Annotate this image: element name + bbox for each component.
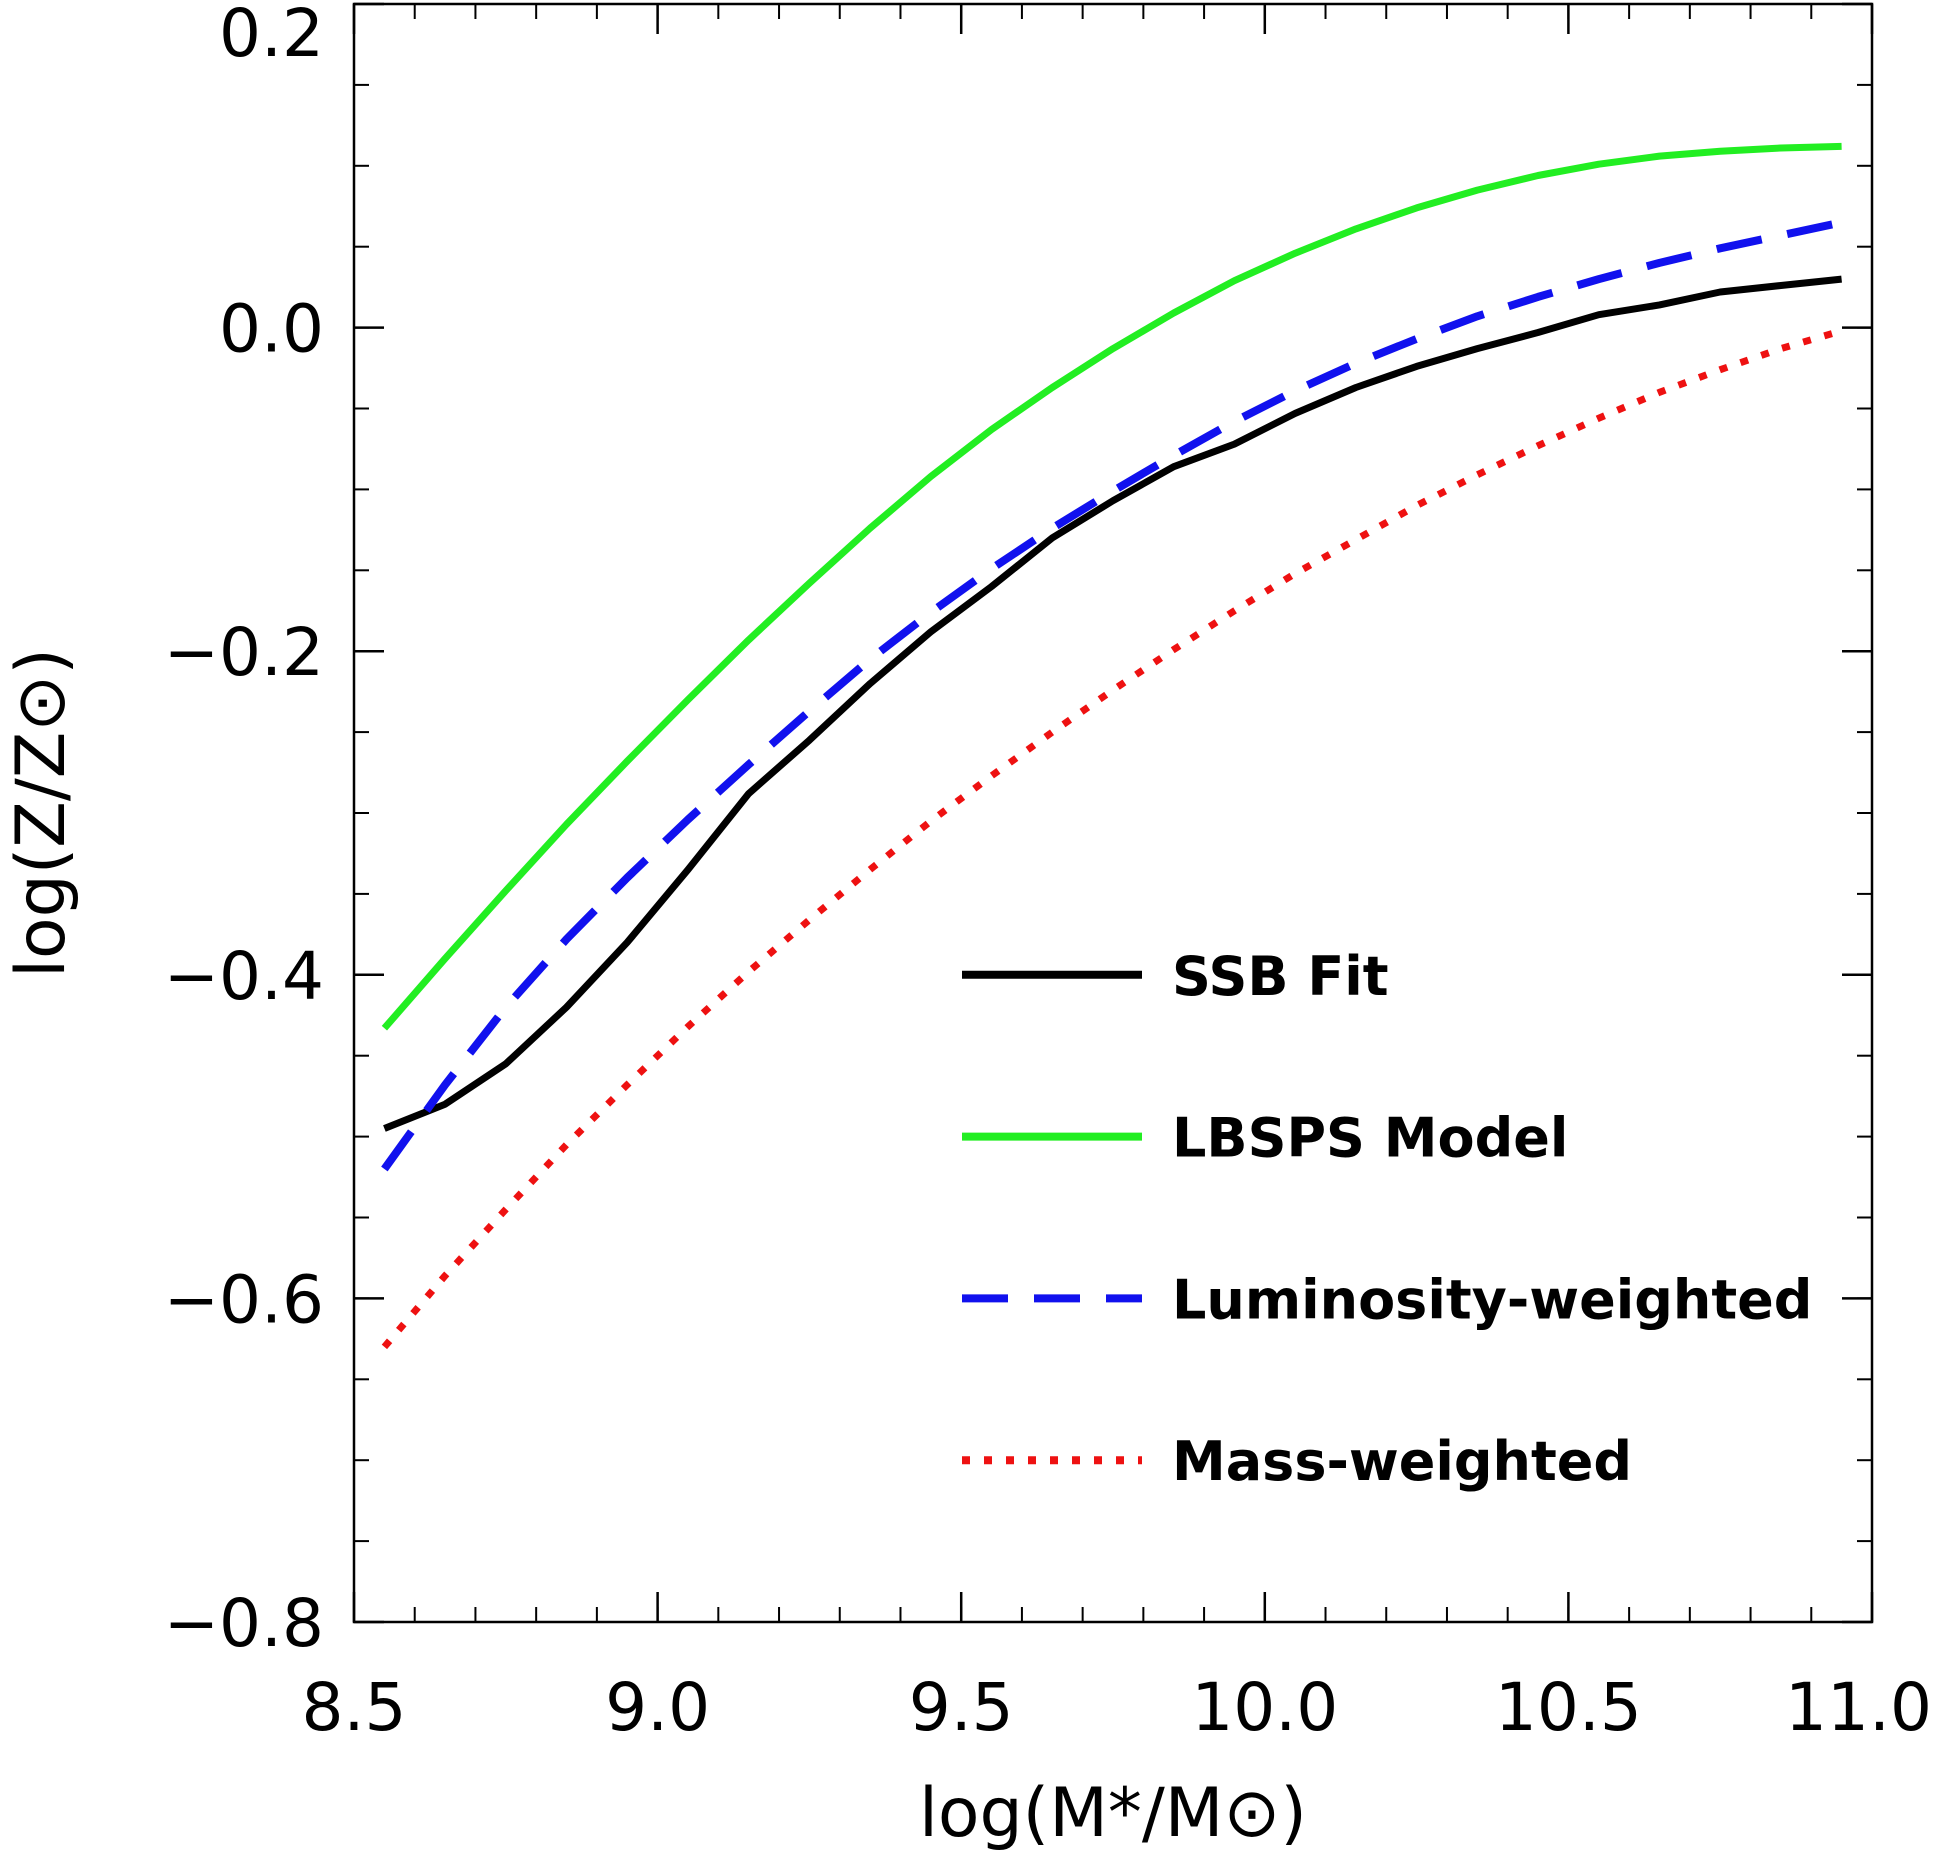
x-axis-label: log(M*/M⊙) [919,1774,1307,1853]
legend-label: LBSPS Model [1172,1107,1568,1170]
x-tick-label: 10.5 [1495,1669,1642,1746]
x-tick-labels: 8.5 9.0 9.5 10.0 10.5 11.0 [302,1669,1932,1746]
legend-label: Luminosity-weighted [1172,1268,1812,1331]
major-ticks [352,2,1874,1624]
legend-label: Mass-weighted [1172,1430,1632,1493]
y-tick-labels: −0.8 −0.6 −0.4 −0.2 0.0 0.2 [164,0,324,1662]
legend: SSB Fit LBSPS Model Luminosity-weighted Mas… [962,945,1812,1493]
y-tick-label: −0.6 [164,1261,324,1338]
y-tick-label: −0.4 [164,938,324,1015]
y-axis-label: log(Z/Z⊙) [2,648,81,978]
series-line-luminosity-weighted [381,218,1843,1172]
x-tick-label: 10.0 [1191,1669,1338,1746]
x-tick-label: 9.5 [909,1669,1014,1746]
y-tick-label: 0.2 [219,0,324,72]
y-tick-label: −0.8 [164,1585,324,1662]
x-tick-label: 8.5 [302,1669,407,1746]
series-line-mass-weighted [381,327,1843,1350]
y-tick-label: −0.2 [164,614,324,691]
y-tick-label: 0.0 [219,291,324,368]
series-line-lbsps-model [381,142,1842,1031]
x-tick-label: 9.0 [605,1669,710,1746]
x-tick-label: 11.0 [1785,1669,1932,1746]
series-lines [381,142,1843,1350]
series-line-ssb-fit [383,275,1842,1132]
legend-label: SSB Fit [1172,945,1389,1008]
